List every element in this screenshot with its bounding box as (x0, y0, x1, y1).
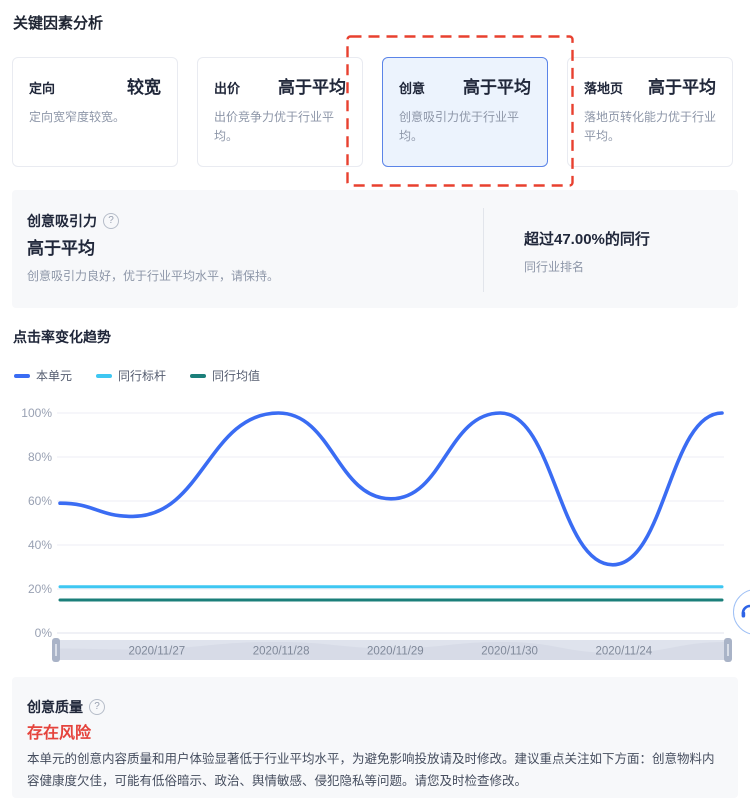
card-value: 较宽 (127, 78, 161, 97)
legend-item-this-unit[interactable]: 本单元 (14, 367, 72, 384)
legend-swatch-icon (96, 373, 113, 378)
card-label: 创意 (399, 81, 426, 96)
panel-title-row: 创意吸引力 ? (27, 211, 119, 231)
panel-title: 创意质量 (27, 699, 83, 715)
customer-service-icon (741, 604, 750, 618)
card-header: 出价 高于平均 (214, 73, 346, 98)
attraction-description: 创意吸引力良好，优于行业平均水平，请保持。 (27, 269, 280, 283)
chart-legend: 本单元 同行标杆 同行均值 (14, 367, 260, 384)
legend-swatch-icon (14, 373, 30, 378)
factor-card-creative[interactable]: 创意 高于平均 创意吸引力优于行业平均。 (382, 57, 548, 167)
industry-rank-block: 超过47.00%的同行 同行业排名 (524, 228, 650, 275)
panel-title: 创意吸引力 (27, 213, 97, 229)
ctr-trend-chart: 100% 80% 60% 40% 20% 0% 2020/11/27 2020/11/28 20… (0, 395, 750, 665)
quality-status: 存在风险 (27, 725, 92, 742)
card-description: 出价竞争力优于行业平均。 (214, 110, 335, 144)
card-label: 落地页 (584, 81, 624, 96)
x-axis-date-label: 2020/11/30 (481, 646, 538, 658)
legend-swatch-icon (190, 373, 207, 378)
x-axis-date-label: 2020/11/29 (367, 646, 424, 658)
card-header: 创意 高于平均 (399, 73, 531, 98)
creative-quality-panel: 创意质量 ? 存在风险 本单元的创意内容质量和用户体验显著低于行业平均水平，为避… (12, 677, 738, 798)
attraction-status: 高于平均 (27, 239, 95, 258)
x-axis-date-label: 2020/11/28 (253, 646, 310, 658)
legend-item-peer-average[interactable]: 同行均值 (190, 367, 260, 384)
legend-item-peer-benchmark[interactable]: 同行标杆 (96, 367, 166, 384)
page-title: 关键因素分析 (13, 15, 104, 32)
datazoom-mini-preview (56, 642, 728, 660)
legend-label: 同行标杆 (118, 369, 167, 383)
y-axis-tick-label: 100% (21, 406, 52, 420)
series-curve-本单元 (58, 411, 724, 567)
card-description: 落地页转化能力优于行业平均。 (584, 110, 717, 144)
question-circle-icon[interactable]: ? (103, 213, 119, 229)
card-value: 高于平均 (278, 78, 346, 97)
creative-attraction-panel: 创意吸引力 ? 高于平均 创意吸引力良好，优于行业平均水平，请保持。 超过47.… (12, 190, 738, 308)
factor-card-bid[interactable]: 出价 高于平均 出价竞争力优于行业平均。 (197, 57, 363, 167)
rank-value: 超过47.00%的同行 (524, 231, 650, 248)
x-axis-date-label: 2020/11/24 (595, 646, 652, 658)
trend-chart-canvas: 100% 80% 60% 40% 20% 0% 2020/11/27 2020/11/28 20… (21, 406, 732, 662)
factor-cards-row: 定向 较宽 定向宽窄度较宽。 出价 高于平均 出价竞争力优于行业平均。 创意 高… (12, 57, 733, 167)
question-circle-icon[interactable]: ? (89, 699, 105, 715)
factor-card-landing-page[interactable]: 落地页 高于平均 落地页转化能力优于行业平均。 (567, 57, 733, 167)
card-header: 定向 较宽 (29, 73, 161, 98)
legend-label: 同行均值 (212, 369, 261, 383)
card-value: 高于平均 (463, 78, 531, 97)
factor-card-targeting[interactable]: 定向 较宽 定向宽窄度较宽。 (12, 57, 178, 167)
customer-service-button[interactable] (733, 589, 750, 635)
y-axis-tick-label: 80% (28, 450, 52, 464)
card-header: 落地页 高于平均 (584, 73, 716, 98)
quality-description: 本单元的创意内容质量和用户体验显著低于行业平均水平，为避免影响投放请及时修改。建… (27, 752, 715, 788)
card-label: 出价 (214, 81, 241, 96)
card-label: 定向 (29, 81, 56, 96)
panel-title-row: 创意质量 ? (27, 697, 105, 717)
x-axis-date-label: 2020/11/27 (128, 646, 185, 658)
rank-label: 同行业排名 (524, 260, 585, 274)
card-description: 定向宽窄度较宽。 (29, 110, 126, 124)
legend-label: 本单元 (36, 369, 73, 383)
card-value: 高于平均 (648, 78, 716, 97)
card-description: 创意吸引力优于行业平均。 (399, 110, 520, 144)
y-axis-tick-label: 60% (28, 494, 52, 508)
y-axis-tick-label: 0% (35, 626, 53, 640)
vertical-divider (483, 208, 484, 292)
y-axis-tick-label: 40% (28, 538, 52, 552)
chart-title: 点击率变化趋势 (13, 329, 111, 345)
y-axis-tick-label: 20% (28, 582, 52, 596)
